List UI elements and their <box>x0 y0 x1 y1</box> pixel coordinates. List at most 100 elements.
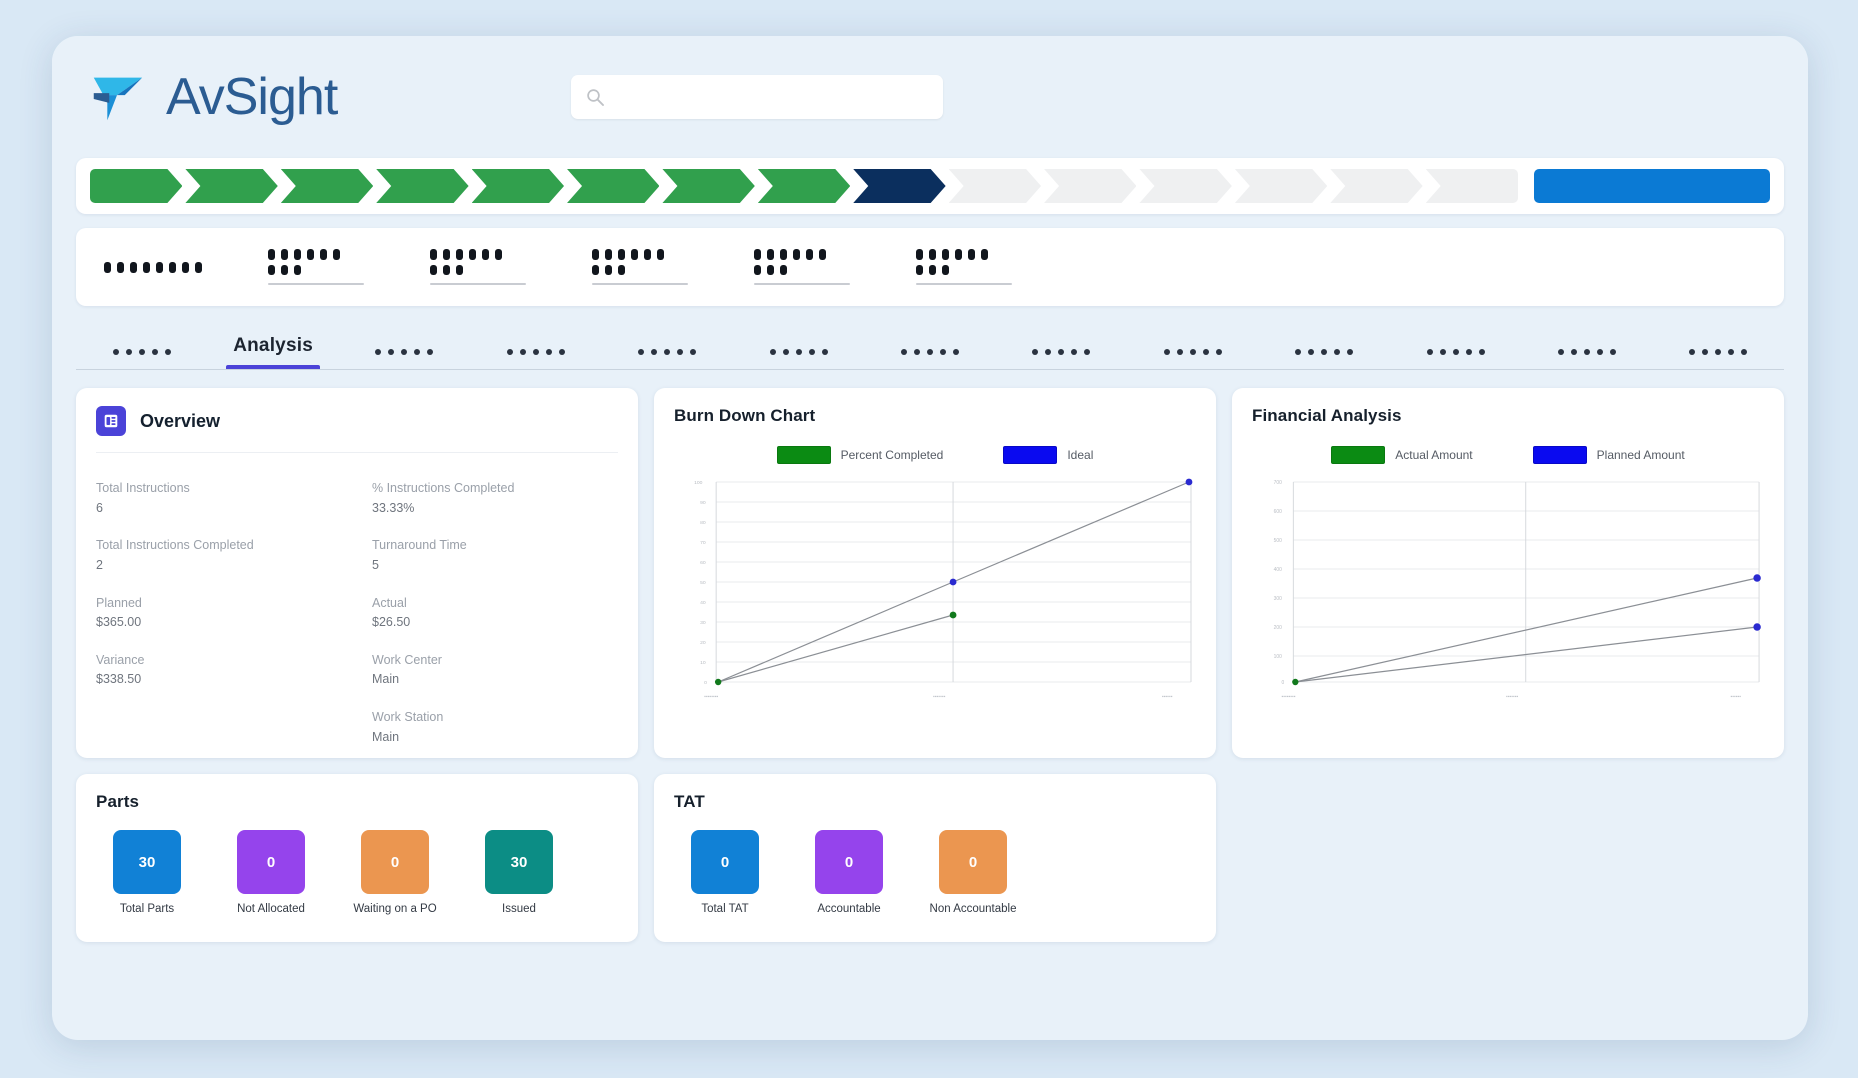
detail-field-4 <box>592 249 688 285</box>
parts-tile-issued[interactable]: 30 Issued <box>476 830 562 915</box>
detail-field-6 <box>916 249 1012 285</box>
tab-redacted-13[interactable] <box>1653 327 1784 369</box>
tab-analysis[interactable]: Analysis <box>207 327 338 369</box>
tab-redacted-4[interactable] <box>470 327 601 369</box>
legend-label: Percent Completed <box>840 448 944 462</box>
burn-down-chart-card: Burn Down Chart Percent Completed Ideal <box>654 388 1216 758</box>
tile-value: 0 <box>361 830 429 894</box>
financial-analysis-card: Financial Analysis Actual Amount Planned… <box>1232 388 1784 758</box>
path-step-10[interactable] <box>949 169 1041 203</box>
path-step-6[interactable] <box>567 169 659 203</box>
path-step-7[interactable] <box>662 169 754 203</box>
process-path-bar <box>76 158 1784 214</box>
redacted-label <box>754 249 850 260</box>
field-value: $338.50 <box>96 672 142 687</box>
path-step-1[interactable] <box>90 169 182 203</box>
tab-redacted-7[interactable] <box>864 327 995 369</box>
legend-swatch-blue <box>1003 446 1058 464</box>
path-step-8[interactable] <box>758 169 850 203</box>
svg-text:▪▪▪▪▪▪▪▪: ▪▪▪▪▪▪▪▪ <box>704 694 718 700</box>
overview-field-work-center: Work Center Main <box>372 653 618 688</box>
overview-field-total-instructions: Total Instructions 6 <box>96 481 342 516</box>
tab-redacted-9[interactable] <box>1127 327 1258 369</box>
path-step-13[interactable] <box>1235 169 1327 203</box>
tab-redacted-1[interactable] <box>76 327 207 369</box>
redacted-label <box>592 249 688 260</box>
parts-tile-total-parts[interactable]: 30 Total Parts <box>104 830 190 915</box>
record-detail-strip <box>76 228 1784 306</box>
path-step-4[interactable] <box>376 169 468 203</box>
svg-text:600: 600 <box>1274 509 1282 515</box>
legend-item-percent-completed: Percent Completed <box>776 446 944 464</box>
svg-text:90: 90 <box>700 500 706 506</box>
field-label: Actual <box>372 595 407 610</box>
svg-text:50: 50 <box>700 580 706 586</box>
parts-tiles: 30 Total Parts 0 Not Allocated 0 Waiting… <box>96 830 618 915</box>
svg-text:100: 100 <box>694 480 703 486</box>
tile-label: Not Allocated <box>237 903 305 915</box>
tile-label: Total TAT <box>701 903 749 915</box>
brand-name: AvSight <box>166 68 338 126</box>
path-step-14[interactable] <box>1330 169 1422 203</box>
legend-item-actual-amount: Actual Amount <box>1331 446 1473 464</box>
legend-swatch-blue <box>1532 446 1587 464</box>
field-value: Main <box>372 672 400 687</box>
field-label: Work Center <box>372 652 442 667</box>
tab-redacted-10[interactable] <box>1259 327 1390 369</box>
svg-text:60: 60 <box>700 560 706 566</box>
path-step-5[interactable] <box>472 169 564 203</box>
redacted-tab-label <box>1032 349 1091 355</box>
legend-swatch-green <box>776 446 831 464</box>
field-underline <box>268 283 364 285</box>
redacted-tab-label <box>1295 349 1354 355</box>
overview-card: Overview Total Instructions 6 % Instruct… <box>76 388 638 758</box>
tab-redacted-6[interactable] <box>733 327 864 369</box>
redacted-tab-label <box>1689 349 1748 355</box>
redacted-label <box>268 249 364 260</box>
search-input[interactable] <box>613 88 930 106</box>
field-value: 33.33% <box>372 500 415 515</box>
card-title: TAT <box>674 792 705 811</box>
tat-tile-accountable[interactable]: 0 Accountable <box>806 830 892 915</box>
field-label: Variance <box>96 652 145 667</box>
svg-text:20: 20 <box>700 640 706 646</box>
path-step-2[interactable] <box>185 169 277 203</box>
parts-tile-not-allocated[interactable]: 0 Not Allocated <box>228 830 314 915</box>
tab-redacted-8[interactable] <box>996 327 1127 369</box>
path-step-current[interactable] <box>853 169 945 203</box>
redacted-text <box>104 261 202 273</box>
tat-tile-total-tat[interactable]: 0 Total TAT <box>682 830 768 915</box>
svg-text:0: 0 <box>704 680 707 686</box>
field-label: Turnaround Time <box>372 538 467 553</box>
tile-label: Accountable <box>817 903 881 915</box>
dashboard-content: Burn Down Chart Percent Completed Ideal <box>76 388 1784 942</box>
field-label: Total Instructions Completed <box>96 538 254 553</box>
svg-text:▪▪▪▪▪▪▪: ▪▪▪▪▪▪▪ <box>1506 695 1518 700</box>
financial-analysis-plot: 700 600 500 400 300 200 100 0 ▪▪▪▪▪▪▪▪ ▪▪▪▪▪▪… <box>1252 474 1764 712</box>
tab-redacted-3[interactable] <box>339 327 470 369</box>
field-value: $26.50 <box>372 615 411 630</box>
global-search[interactable] <box>571 75 944 119</box>
overview-field-spacer <box>96 710 342 745</box>
path-action-button[interactable] <box>1534 169 1770 203</box>
svg-text:▪▪▪▪▪▪▪▪: ▪▪▪▪▪▪▪▪ <box>1282 695 1296 700</box>
redacted-tab-label <box>112 349 171 355</box>
path-step-15[interactable] <box>1425 169 1519 203</box>
overview-fields: Total Instructions 6 % Instructions Comp… <box>96 481 618 745</box>
tat-tile-non-accountable[interactable]: 0 Non Accountable <box>930 830 1016 915</box>
parts-tile-waiting-on-a-po[interactable]: 0 Waiting on a PO <box>352 830 438 915</box>
redacted-tab-label <box>375 349 434 355</box>
path-step-11[interactable] <box>1044 169 1136 203</box>
redacted-value <box>592 265 688 275</box>
svg-text:▪▪▪▪▪▪: ▪▪▪▪▪▪ <box>1731 695 1742 700</box>
brand-logo[interactable]: AvSight <box>86 66 338 128</box>
redacted-tab-label <box>1557 349 1616 355</box>
overview-field-work-station: Work Station Main <box>372 710 618 745</box>
tab-redacted-11[interactable] <box>1390 327 1521 369</box>
tab-redacted-12[interactable] <box>1521 327 1652 369</box>
tab-redacted-5[interactable] <box>602 327 733 369</box>
app-header: AvSight <box>52 36 1808 158</box>
path-step-3[interactable] <box>281 169 373 203</box>
path-step-12[interactable] <box>1139 169 1231 203</box>
